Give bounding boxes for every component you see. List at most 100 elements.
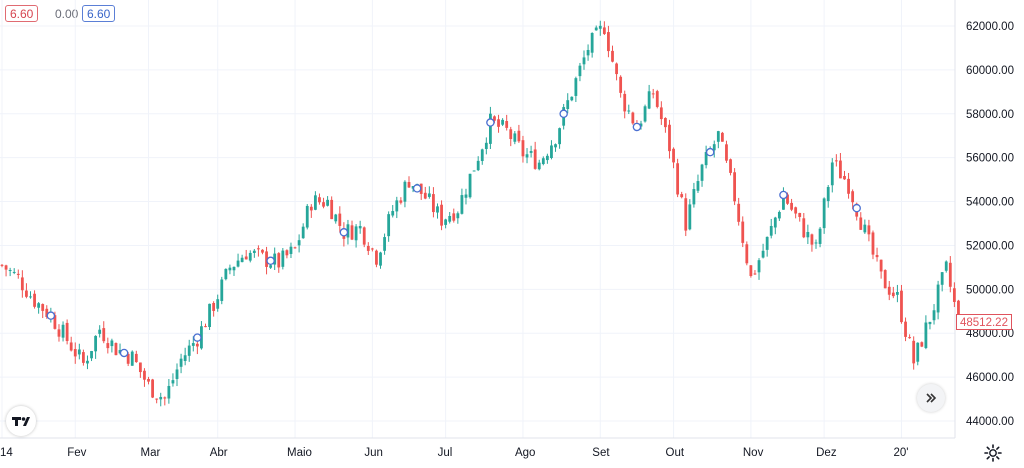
x-tick-label: Ago xyxy=(515,447,535,459)
x-tick-label: Jun xyxy=(364,447,383,459)
y-tick-label: 56000.00 xyxy=(966,153,1014,165)
candle xyxy=(297,234,301,253)
double-chevron-right-icon xyxy=(926,393,937,403)
x-tick-label: Abr xyxy=(210,447,228,459)
tradingview-logo-icon[interactable] xyxy=(6,406,36,436)
candle xyxy=(208,303,211,330)
candle xyxy=(25,283,28,299)
candle xyxy=(912,336,916,370)
candle xyxy=(69,336,73,352)
candle xyxy=(175,363,179,387)
candle xyxy=(501,118,505,127)
candle xyxy=(484,137,488,155)
candle xyxy=(4,264,8,277)
x-tick-label: 20' xyxy=(893,447,908,459)
candle xyxy=(61,321,65,342)
candle xyxy=(672,147,675,169)
candle xyxy=(529,145,533,158)
candle xyxy=(212,301,216,317)
event-marker xyxy=(46,311,56,320)
candle xyxy=(891,286,895,299)
candle xyxy=(761,243,765,259)
candle xyxy=(948,256,952,293)
candle xyxy=(790,198,793,212)
chart-grid xyxy=(0,0,956,439)
candle xyxy=(334,213,338,224)
candle xyxy=(432,187,435,218)
candle xyxy=(257,245,260,257)
candle xyxy=(236,253,240,268)
candle xyxy=(362,226,366,248)
settings-button[interactable] xyxy=(983,443,1003,463)
candle xyxy=(41,303,45,319)
event-marker xyxy=(339,228,349,237)
scroll-to-realtime-button[interactable] xyxy=(917,384,945,412)
candle xyxy=(216,294,220,312)
candle xyxy=(248,250,252,263)
candle xyxy=(232,266,236,276)
candle xyxy=(20,270,24,298)
candle xyxy=(668,119,671,159)
x-axis-labels: 14 Fev Mar Abr Maio Jun Jul Ago Set Out Nov Dez 20' xyxy=(0,447,908,459)
candle xyxy=(37,302,41,314)
candle xyxy=(798,212,802,222)
candle xyxy=(16,269,20,279)
candle xyxy=(615,62,618,81)
legend-open-value: 6.60 xyxy=(5,5,39,22)
candle xyxy=(745,241,749,266)
event-marker xyxy=(266,256,275,266)
candle xyxy=(427,186,431,199)
candle xyxy=(834,154,838,167)
candle xyxy=(163,396,167,406)
event-marker xyxy=(559,109,568,119)
candle xyxy=(244,249,248,260)
candle xyxy=(309,204,313,218)
candle xyxy=(920,341,924,348)
x-tick-label: Nov xyxy=(743,447,764,459)
candle xyxy=(940,271,944,292)
candle xyxy=(73,342,77,364)
candle xyxy=(468,173,472,199)
candle xyxy=(651,88,655,99)
candle xyxy=(550,140,553,160)
candle xyxy=(619,75,623,98)
candle xyxy=(611,45,614,63)
last-price-label: 48512.22 xyxy=(956,314,1012,330)
candle xyxy=(570,96,574,102)
candle xyxy=(545,153,549,164)
candle xyxy=(293,246,297,249)
candle xyxy=(155,398,159,404)
candle xyxy=(607,25,610,58)
candle xyxy=(77,343,81,360)
candle xyxy=(712,140,716,158)
candle xyxy=(90,350,93,362)
candle xyxy=(879,259,883,279)
event-marker xyxy=(779,190,788,200)
candle xyxy=(366,242,370,255)
candle xyxy=(305,204,309,230)
candle xyxy=(908,334,912,339)
x-tick-label: Fev xyxy=(67,447,86,459)
candle xyxy=(387,211,391,242)
event-marker xyxy=(486,118,495,127)
candle xyxy=(676,158,680,198)
candle xyxy=(130,350,134,366)
candle xyxy=(399,197,403,205)
candle xyxy=(896,284,899,303)
candle xyxy=(725,140,728,163)
candle xyxy=(228,264,232,275)
candle xyxy=(379,251,382,269)
candle xyxy=(322,197,325,209)
gear-icon xyxy=(984,444,1002,462)
candle xyxy=(830,158,834,193)
candle xyxy=(733,168,736,206)
candle xyxy=(65,319,69,345)
candle xyxy=(395,196,399,219)
candle xyxy=(741,216,745,248)
candle xyxy=(773,216,777,235)
candle xyxy=(285,249,289,259)
candle xyxy=(554,143,557,152)
candle xyxy=(875,247,879,262)
candle xyxy=(57,324,61,342)
